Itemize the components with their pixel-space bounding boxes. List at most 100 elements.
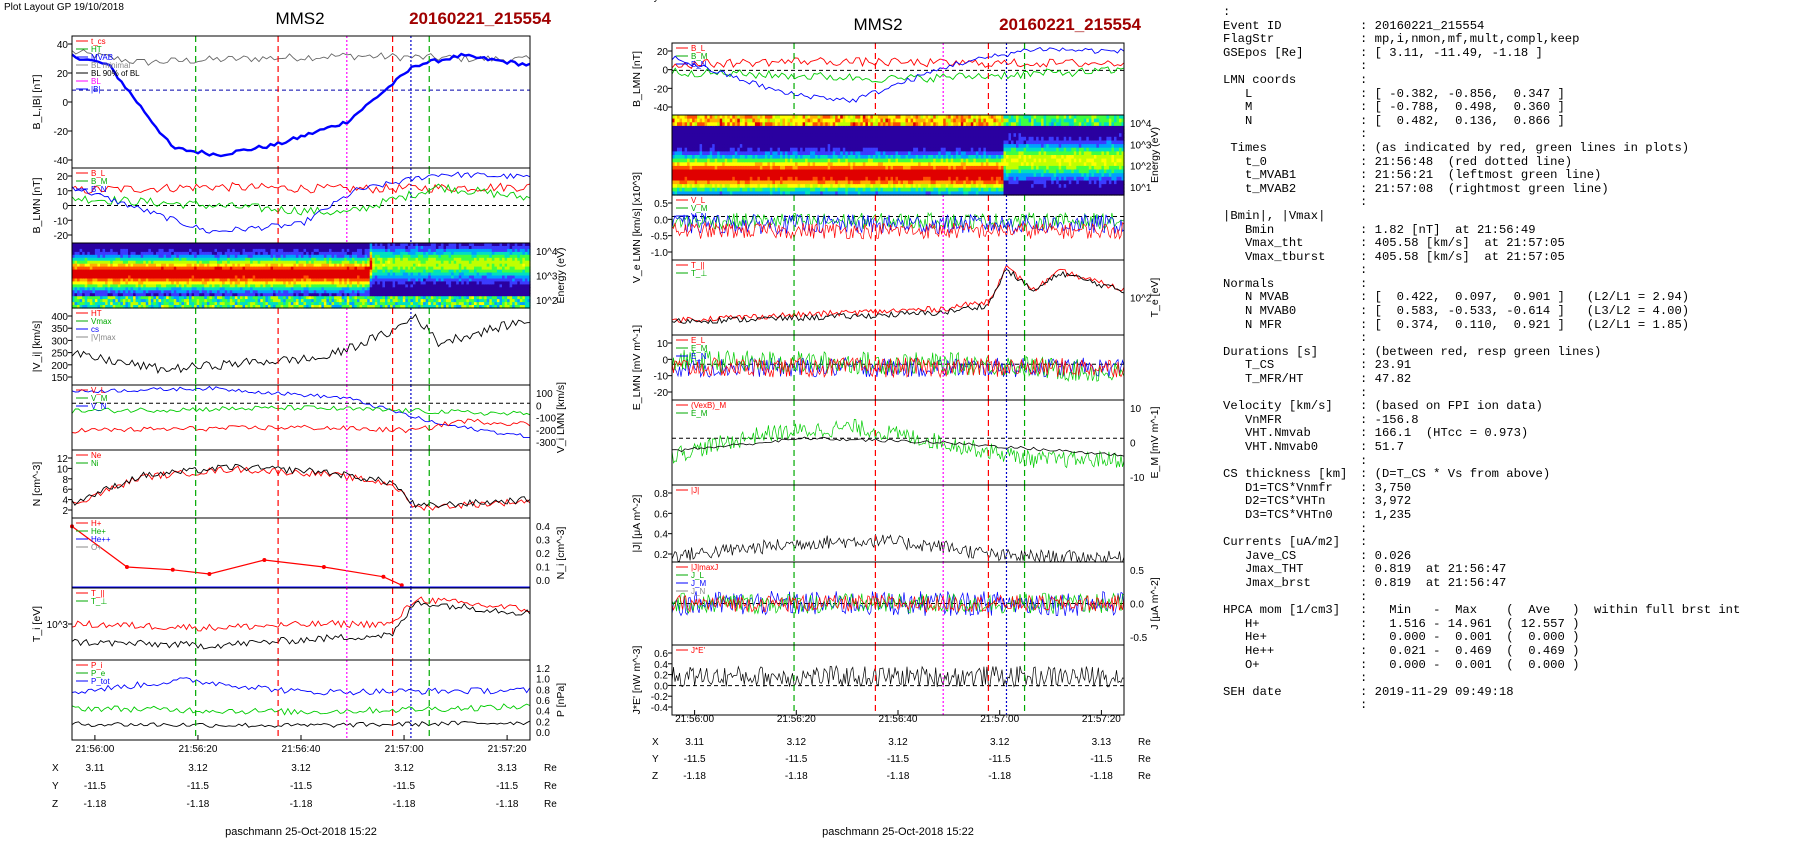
spectrogram-cell bbox=[161, 296, 165, 300]
spectrogram-cell bbox=[138, 305, 142, 309]
spectrogram-cell bbox=[89, 299, 93, 303]
spectrogram-cell bbox=[143, 254, 147, 259]
spectrogram-cell bbox=[719, 140, 723, 145]
spectrogram-cell bbox=[156, 281, 160, 285]
spectrogram-cell bbox=[479, 278, 483, 283]
spectrogram-cell bbox=[704, 184, 708, 189]
spectrogram-cell bbox=[418, 260, 422, 265]
spectrogram-cell bbox=[502, 299, 506, 303]
spectrogram-cell bbox=[161, 290, 165, 294]
spectrogram-cell bbox=[362, 272, 366, 277]
spectrogram-cell bbox=[100, 257, 104, 262]
spectrogram-cell bbox=[402, 275, 406, 280]
spectrogram-cell bbox=[697, 118, 701, 123]
spectrogram-cell bbox=[189, 293, 193, 297]
spectrogram-cell bbox=[446, 305, 450, 309]
spectrogram-cell bbox=[438, 287, 442, 291]
spectrogram bbox=[672, 115, 1125, 196]
spectrogram-cell bbox=[522, 281, 526, 285]
spectrogram-cell bbox=[209, 293, 213, 297]
spectrogram-cell bbox=[428, 254, 432, 259]
spectrogram-cell bbox=[323, 287, 327, 291]
spectrogram-cell bbox=[201, 284, 205, 288]
spectrogram-cell bbox=[522, 254, 526, 259]
spectrogram-cell bbox=[331, 299, 335, 303]
spectrogram-cell bbox=[247, 251, 251, 256]
spectrogram-cell bbox=[224, 272, 228, 277]
spectrogram-cell bbox=[489, 293, 493, 297]
spectrogram-cell bbox=[112, 278, 116, 283]
spectrogram-cell bbox=[463, 290, 467, 294]
spectrogram-cell bbox=[724, 158, 728, 163]
spectrogram-cell bbox=[367, 305, 371, 309]
spectrogram-cell bbox=[239, 296, 243, 300]
spectrogram-cell bbox=[173, 257, 177, 262]
spectrogram-cell bbox=[677, 144, 681, 149]
spectrogram-cell bbox=[349, 293, 353, 297]
spectrogram-cell bbox=[184, 287, 188, 291]
spectrogram-cell bbox=[110, 248, 114, 253]
spectrogram-cell bbox=[247, 293, 251, 297]
spectrogram-cell bbox=[379, 296, 383, 300]
spectrogram-cell bbox=[382, 305, 386, 309]
spectrogram-cell bbox=[694, 165, 698, 171]
spectrogram-cell bbox=[474, 287, 478, 291]
spectrogram-cell bbox=[438, 251, 442, 256]
spectrogram-cell bbox=[349, 243, 353, 247]
spectrogram-cell bbox=[239, 305, 243, 309]
spectrogram-cell bbox=[173, 284, 177, 288]
spectrogram-cell bbox=[682, 115, 686, 120]
spectrogram-cell bbox=[329, 266, 333, 271]
spectrogram-cell bbox=[267, 281, 271, 285]
spectrogram-cell bbox=[275, 263, 279, 268]
spectrogram-cell bbox=[448, 278, 452, 283]
spectrogram-cell bbox=[346, 299, 350, 303]
spectrogram-cell bbox=[102, 254, 106, 259]
spectrogram-cell bbox=[303, 257, 307, 262]
spectrogram-cell bbox=[354, 290, 358, 294]
spectrogram-cell bbox=[717, 151, 721, 156]
spectrogram-cell bbox=[245, 299, 249, 303]
spectrogram-cell bbox=[318, 281, 322, 285]
spectrogram-cell bbox=[217, 305, 221, 309]
spectrogram-cell bbox=[729, 184, 733, 189]
spectrogram-cell bbox=[191, 293, 195, 297]
spectrogram-cell bbox=[227, 290, 231, 294]
spectrogram-cell bbox=[82, 251, 86, 256]
spectrogram bbox=[72, 243, 531, 309]
spectrogram-cell bbox=[252, 269, 256, 274]
spectrogram-cell bbox=[313, 246, 317, 250]
spectrogram-cell bbox=[440, 284, 444, 288]
spectrogram-cell bbox=[173, 278, 177, 283]
spectrogram-cell bbox=[316, 257, 320, 262]
spectrogram-cell bbox=[150, 305, 154, 309]
spectrogram-cell bbox=[191, 296, 195, 300]
spectrogram-cell bbox=[326, 281, 330, 285]
spectrogram-cell bbox=[288, 254, 292, 259]
spectrogram-cell bbox=[742, 191, 746, 196]
spectrogram-cell bbox=[682, 155, 686, 160]
spectrogram-cell bbox=[369, 305, 373, 309]
spectrogram-cell bbox=[285, 296, 289, 300]
spectrogram-cell bbox=[211, 248, 215, 253]
spectrogram-cell bbox=[679, 165, 683, 171]
spectrogram-cell bbox=[158, 263, 162, 268]
spectrogram-cell bbox=[727, 133, 731, 138]
spectrogram-cell bbox=[176, 284, 180, 288]
spectrogram-cell bbox=[242, 290, 246, 294]
spectrogram-cell bbox=[97, 305, 101, 309]
spectrogram-cell bbox=[181, 284, 185, 288]
spectrogram-cell bbox=[140, 272, 144, 277]
spectrogram-cell bbox=[153, 269, 157, 274]
spectrogram-cell bbox=[752, 187, 756, 192]
spectrogram-cell bbox=[196, 293, 200, 297]
spectrogram-cell bbox=[519, 269, 523, 274]
spectrogram-cell bbox=[468, 254, 472, 259]
spectrogram-cell bbox=[682, 118, 686, 123]
spectrogram-cell bbox=[410, 260, 414, 265]
spectrogram-cell bbox=[92, 293, 96, 297]
spectrogram-cell bbox=[191, 251, 195, 256]
spectrogram-cell bbox=[448, 290, 452, 294]
spectrogram-cell bbox=[145, 290, 149, 294]
spectrogram-cell bbox=[318, 263, 322, 268]
